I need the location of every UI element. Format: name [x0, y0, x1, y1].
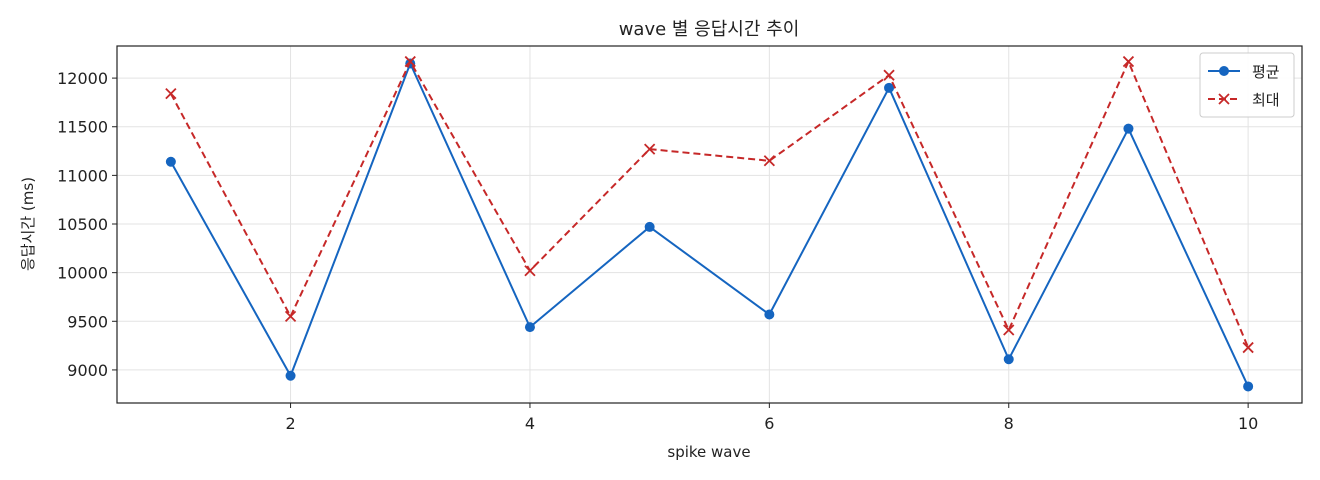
legend-item: 평균	[1208, 63, 1280, 81]
legend-marker	[1219, 66, 1229, 76]
grid	[117, 46, 1302, 403]
y-tick-label: 12000	[57, 69, 108, 88]
data-point	[884, 82, 895, 93]
series-line	[169, 62, 1250, 387]
x-tick-label: 6	[764, 414, 774, 433]
data-point	[524, 322, 535, 333]
data-point	[284, 310, 297, 323]
legend-marker	[1218, 93, 1230, 105]
y-axis: 9000 9500 10000 10500 11000 11500 12000	[57, 69, 117, 380]
legend-box	[1199, 52, 1295, 118]
x-tick-label: 8	[1004, 414, 1014, 433]
legend-item: 최대	[1208, 91, 1280, 109]
x-tick-label: 10	[1238, 414, 1258, 433]
data-point	[1003, 324, 1015, 336]
series-layer	[165, 55, 1254, 392]
y-tick-label: 11500	[57, 118, 108, 137]
data-point	[1003, 354, 1014, 365]
data-point	[1243, 381, 1254, 392]
y-tick-label: 9500	[67, 312, 108, 331]
series-1	[165, 58, 1254, 392]
data-point	[165, 156, 176, 167]
y-tick-label: 9000	[67, 361, 108, 380]
data-point	[764, 309, 775, 320]
data-point	[883, 69, 895, 81]
data-point	[165, 88, 177, 100]
x-tick-label: 4	[525, 414, 535, 433]
legend-label: 평균	[1252, 63, 1280, 81]
series-line	[169, 60, 1250, 348]
y-tick-label: 11000	[57, 166, 108, 185]
data-point	[1123, 123, 1134, 134]
series-2	[165, 55, 1254, 354]
data-point	[1122, 55, 1135, 68]
x-axis: 2 4 6 8 10	[285, 403, 1258, 433]
legend-label: 최대	[1252, 91, 1280, 109]
x-tick-label: 2	[285, 414, 295, 433]
y-tick-label: 10000	[57, 264, 108, 283]
data-point	[644, 143, 656, 155]
data-point	[1242, 341, 1254, 354]
data-point	[404, 55, 416, 68]
data-point	[644, 221, 655, 232]
chart-title: wave 별 응답시간 추이	[619, 19, 800, 40]
y-axis-label: 응답시간 (ms)	[19, 177, 37, 271]
data-point	[285, 370, 296, 381]
data-point	[524, 265, 536, 277]
x-axis-label: spike wave	[667, 443, 750, 461]
y-tick-label: 10500	[57, 215, 108, 234]
data-point	[763, 155, 775, 167]
